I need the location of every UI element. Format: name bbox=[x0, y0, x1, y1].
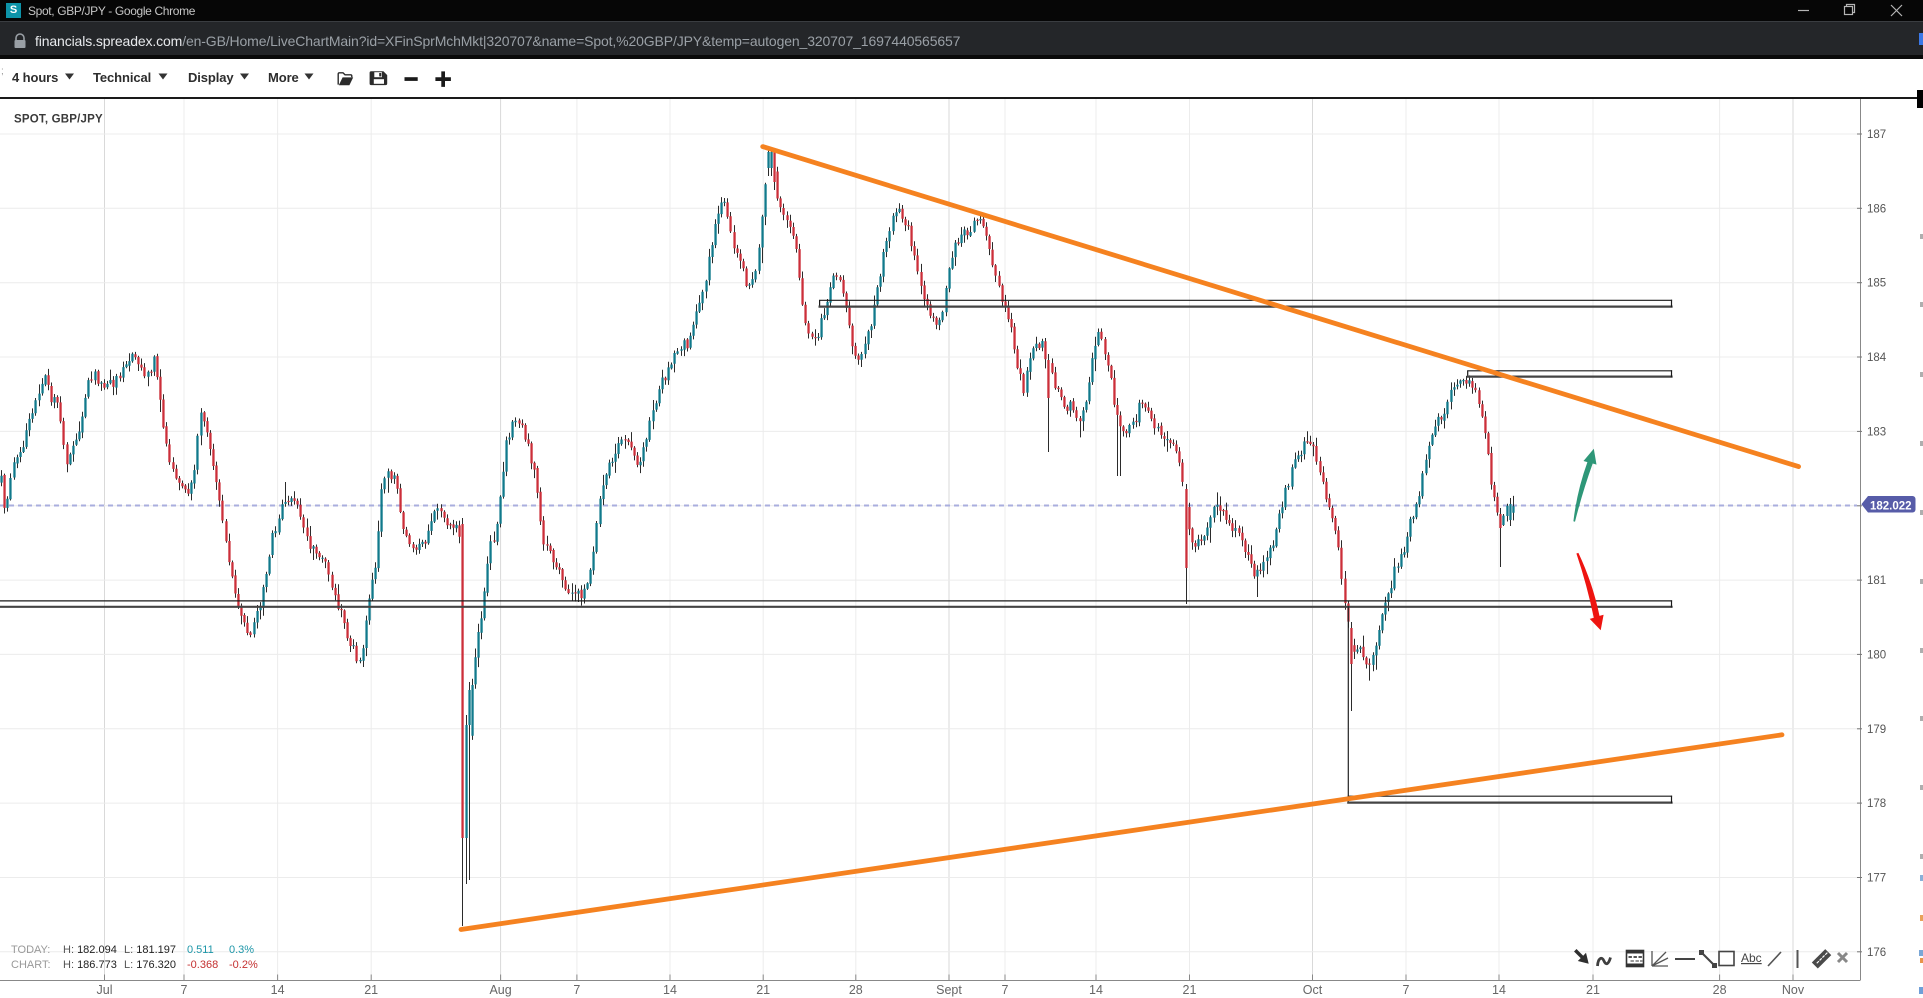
svg-text:L: 176.320: L: 176.320 bbox=[124, 959, 176, 971]
svg-text:CHART:: CHART: bbox=[11, 959, 51, 971]
svg-text:21: 21 bbox=[1586, 983, 1600, 997]
svg-text:21: 21 bbox=[364, 983, 378, 997]
svg-text:182.022: 182.022 bbox=[1870, 500, 1912, 512]
svg-text:21: 21 bbox=[1183, 983, 1197, 997]
svg-text:SPOT, GBP/JPY: SPOT, GBP/JPY bbox=[14, 114, 103, 126]
svg-text:180: 180 bbox=[1867, 649, 1886, 661]
svg-text:Aug: Aug bbox=[489, 983, 511, 997]
svg-text:H: 182.094: H: 182.094 bbox=[63, 944, 117, 956]
svg-text:28: 28 bbox=[1713, 983, 1727, 997]
svg-text:Jul: Jul bbox=[97, 983, 113, 997]
svg-text:7: 7 bbox=[1403, 983, 1410, 997]
svg-text:7: 7 bbox=[1002, 983, 1009, 997]
svg-text:181: 181 bbox=[1867, 575, 1886, 587]
svg-text:-0.2%: -0.2% bbox=[229, 959, 258, 971]
svg-text:14: 14 bbox=[1492, 983, 1506, 997]
svg-text:L: 181.197: L: 181.197 bbox=[124, 944, 176, 956]
svg-text:14: 14 bbox=[1089, 983, 1103, 997]
svg-text:14: 14 bbox=[663, 983, 677, 997]
svg-text:176: 176 bbox=[1867, 947, 1886, 959]
svg-text:H: 186.773: H: 186.773 bbox=[63, 959, 117, 971]
svg-text:7: 7 bbox=[573, 983, 580, 997]
svg-text:187: 187 bbox=[1867, 129, 1886, 141]
svg-text:0.3%: 0.3% bbox=[229, 944, 254, 956]
svg-text:-0.368: -0.368 bbox=[187, 959, 218, 971]
svg-text:7: 7 bbox=[181, 983, 188, 997]
svg-text:183: 183 bbox=[1867, 426, 1886, 438]
svg-text:Sept: Sept bbox=[936, 983, 962, 997]
svg-text:Oct: Oct bbox=[1303, 983, 1323, 997]
svg-text:28: 28 bbox=[849, 983, 863, 997]
svg-text:Abc: Abc bbox=[1741, 951, 1762, 965]
svg-text:179: 179 bbox=[1867, 724, 1886, 736]
svg-text:185: 185 bbox=[1867, 278, 1886, 290]
svg-text:TODAY:: TODAY: bbox=[11, 944, 50, 956]
svg-text:184: 184 bbox=[1867, 352, 1887, 364]
svg-text:14: 14 bbox=[271, 983, 285, 997]
svg-text:Nov: Nov bbox=[1782, 983, 1805, 997]
svg-text:0.511: 0.511 bbox=[187, 944, 214, 956]
svg-text:177: 177 bbox=[1867, 873, 1886, 885]
svg-text:21: 21 bbox=[756, 983, 770, 997]
svg-text:186: 186 bbox=[1867, 203, 1886, 215]
svg-text:178: 178 bbox=[1867, 798, 1886, 810]
